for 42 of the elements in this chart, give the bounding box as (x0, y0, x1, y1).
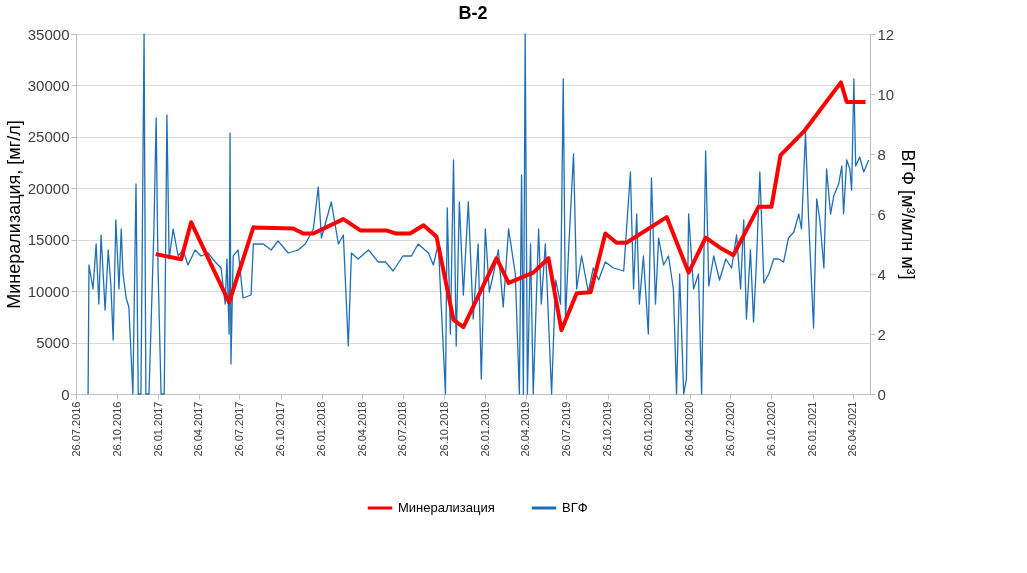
y2-tick-label: 8 (877, 145, 886, 163)
x-tick-label: 26.07.2018 (396, 401, 409, 457)
y2-tick-label: 10 (877, 85, 895, 103)
y2-tick-label: 6 (877, 205, 886, 223)
y2-tick-label: 12 (877, 25, 895, 43)
x-tick-label: 26.01.2020 (642, 401, 655, 457)
y-tick-label: 10000 (27, 282, 70, 300)
x-tick-label: 26.10.2017 (274, 401, 287, 457)
line-series (153, 80, 868, 333)
x-tick-label: 26.07.2020 (723, 401, 736, 457)
x-tick-label: 26.07.2017 (232, 401, 245, 457)
x-tick-label: 26.01.2019 (478, 401, 491, 457)
x-tick-label: 26.07.2016 (69, 401, 82, 457)
legend-label: Минерализация (398, 500, 495, 515)
y-tick-label: 30000 (27, 76, 70, 94)
x-tick-label: 26.01.2017 (151, 401, 164, 457)
x-tick-label: 26.10.2019 (601, 401, 614, 457)
x-tick-label: 26.10.2020 (764, 401, 777, 457)
y2-tick-label: 4 (877, 265, 886, 283)
x-tick-label: 26.01.2018 (315, 401, 328, 457)
y2-tick-label: 0 (877, 385, 886, 403)
y-tick-label: 20000 (27, 179, 70, 197)
y-tick-label: 35000 (27, 25, 70, 43)
x-tick-label: 26.04.2017 (192, 401, 205, 457)
line-series (87, 33, 870, 395)
x-tick-label: 26.04.2018 (355, 401, 368, 457)
x-tick-label: 26.10.2018 (437, 401, 450, 457)
legend-label: ВГФ (562, 500, 588, 515)
y-axis-title: Минерализация, [мг/л] (3, 120, 24, 309)
x-tick-label: 26.07.2019 (559, 401, 572, 457)
x-tick-label: 26.04.2021 (846, 401, 859, 457)
x-tick-label: 26.04.2019 (519, 401, 532, 457)
y2-tick-label: 2 (877, 325, 886, 343)
chart-title: В-2 (458, 3, 488, 23)
x-tick-label: 26.04.2020 (683, 401, 696, 457)
x-tick-label: 26.01.2021 (806, 401, 819, 457)
y2-axis-title: ВГФ [м³/млн м³] (898, 149, 919, 280)
y-tick-label: 25000 (27, 128, 70, 146)
y-tick-label: 15000 (27, 231, 70, 249)
y-tick-label: 0 (61, 385, 70, 403)
y-tick-label: 5000 (36, 334, 70, 352)
x-tick-label: 26.10.2016 (110, 401, 123, 457)
